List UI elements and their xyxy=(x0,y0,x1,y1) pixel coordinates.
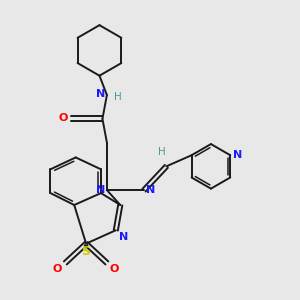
Text: N: N xyxy=(96,184,105,194)
Text: H: H xyxy=(158,147,166,157)
Text: N: N xyxy=(96,89,105,99)
Text: N: N xyxy=(146,184,155,194)
Text: O: O xyxy=(59,113,68,123)
Text: H: H xyxy=(114,92,122,101)
Text: O: O xyxy=(53,264,62,274)
Text: S: S xyxy=(82,245,91,258)
Text: N: N xyxy=(119,232,128,242)
Text: O: O xyxy=(110,264,119,274)
Text: N: N xyxy=(233,150,242,160)
